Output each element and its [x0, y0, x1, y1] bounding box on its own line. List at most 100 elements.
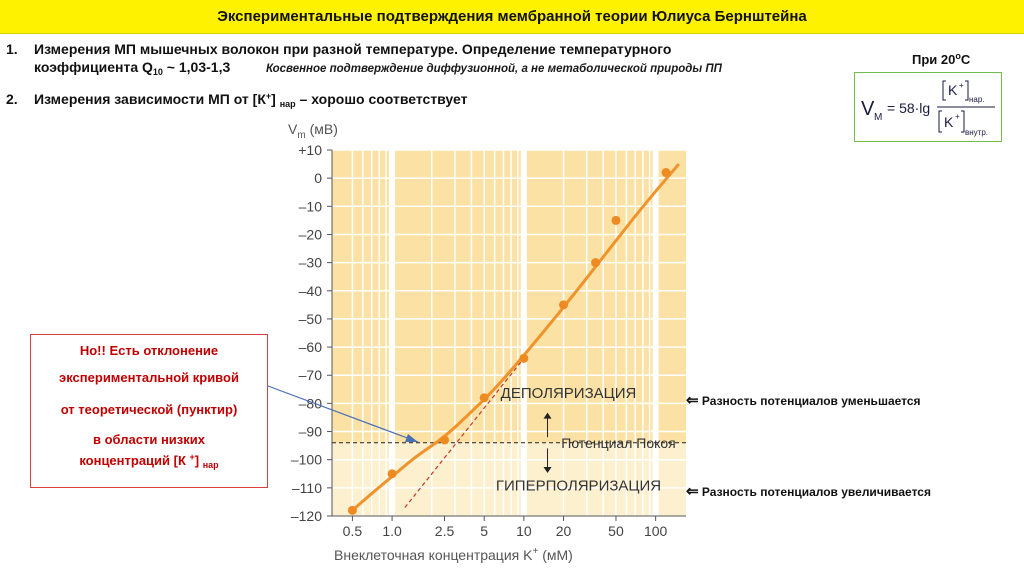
item-2-text: Измерения зависимости МП от [К+] нар – х…	[34, 90, 468, 110]
item-1-number: 1.	[6, 41, 18, 57]
formula-v-sub: M	[874, 112, 882, 123]
formula-v: V	[861, 98, 875, 120]
y-tick-label: –110	[292, 480, 322, 496]
data-point	[559, 300, 569, 310]
x-axis-label-unit: (мМ)	[538, 547, 573, 563]
item-1-line1: Измерения МП мышечных волокон при разной…	[34, 41, 672, 57]
y-axis-label-unit: (мВ)	[306, 121, 338, 137]
depolarization-note-text: Разность потенциалов уменьшается	[701, 394, 921, 408]
hyperpolarization-arrowhead	[543, 466, 552, 473]
title-bar: Экспериментальные подтверждения мембранн…	[0, 0, 1024, 34]
y-tick-label: –100	[291, 452, 322, 468]
y-tick-label: –70	[299, 367, 323, 383]
note-line-1: Но!! Есть отклонение	[79, 343, 219, 358]
formula-bracket-close-top	[965, 80, 969, 101]
item-2-sup: +	[265, 91, 272, 101]
chart-series	[347, 163, 680, 515]
data-point	[440, 435, 450, 445]
y-tick-label: –50	[299, 311, 323, 327]
y-tick-label: 0	[314, 170, 322, 186]
depolarization-label: ДЕПОЛЯРИЗАЦИЯ	[501, 385, 637, 402]
note-last-sub: нар	[202, 460, 219, 470]
nernst-formula: V M = 58·lg K + нар. K + внутр.	[854, 72, 1002, 142]
y-tick-label: –80	[299, 395, 323, 411]
depolarization-arrowhead	[543, 412, 552, 419]
item-2-sub: нар	[279, 99, 296, 109]
y-tick-label: –60	[299, 339, 323, 355]
x-axis-label-sup: +	[532, 546, 538, 557]
item-2-mid: ]	[271, 91, 280, 107]
data-point	[661, 168, 671, 178]
hyperpolarization-note: ⇐ Разность потенциалов увеличивается	[686, 482, 931, 500]
y-tick-label: –30	[299, 255, 323, 271]
note-last-mid: ]	[194, 453, 203, 468]
x-axis-label-main: Внеклеточная концентрация K	[334, 547, 533, 563]
formula-out-sub: нар.	[969, 95, 985, 104]
note-last-prefix: концентраций [К	[79, 453, 190, 468]
temperature-sup: о	[955, 51, 961, 61]
y-tick-label: –120	[291, 508, 322, 524]
item-2-suffix: – хорошо соответствует	[295, 91, 468, 107]
data-point	[387, 469, 397, 479]
item-2-prefix: Измерения зависимости МП от [К	[34, 91, 266, 107]
formula-bracket-open-bottom	[938, 110, 942, 133]
y-tick-label: +10	[298, 142, 322, 158]
item-1-line2: коэффициента Q10 ~ 1,03-1,3	[34, 58, 230, 78]
note-line-3: от теоретической (пунктир)	[60, 402, 238, 417]
x-tick-label: 2.5	[435, 523, 455, 539]
formula-bracket-open-top	[942, 80, 946, 101]
formula-plus-top: +	[959, 81, 964, 90]
plot-background	[332, 150, 686, 516]
data-point	[611, 215, 621, 225]
theoretical-line	[404, 357, 525, 508]
y-tick-label: –40	[299, 283, 323, 299]
item-1-prefix: коэффициента Q	[34, 59, 153, 75]
y-axis-label-sub: m	[297, 130, 305, 141]
data-point	[479, 393, 489, 403]
temperature-text: При 20	[912, 52, 956, 67]
temperature-unit: С	[960, 52, 971, 67]
chart-overlays: ДЕПОЛЯРИЗАЦИЯ Потенциал Покоя ГИПЕРПОЛЯРИЗ…	[332, 385, 686, 495]
hyperpolarization-label: ГИПЕРПОЛЯРИЗАЦИЯ	[496, 478, 661, 495]
formula-k-bottom: K	[944, 114, 954, 130]
chart-axes	[331, 150, 686, 517]
x-tick-label: 1.0	[382, 523, 402, 539]
left-arrow-icon: ⇐	[686, 483, 699, 500]
x-tick-label: 0.5	[343, 523, 363, 539]
data-point	[347, 505, 357, 515]
x-tick-label: 20	[556, 523, 572, 539]
formula-plus-bottom: +	[955, 112, 960, 121]
x-tick-label: 50	[608, 523, 624, 539]
formula-eq: = 58·lg	[887, 100, 930, 116]
note-line-4: в области низких	[93, 432, 205, 447]
note-arrow-line	[267, 385, 419, 443]
item-1-sub: 10	[152, 67, 163, 77]
item-2: 2. Измерения зависимости МП от [К+] нар …	[6, 90, 606, 110]
formula-svg: V M = 58·lg K + нар. K + внутр.	[861, 80, 995, 137]
item-2-number: 2.	[6, 91, 18, 107]
hyperpolarization-note-text: Разность потенциалов увеличивается	[701, 485, 931, 499]
x-axis-label: Внеклеточная концентрация K+ (мМ)	[334, 546, 573, 563]
data-point	[591, 258, 601, 268]
formula-bracket-close-bottom	[961, 110, 965, 133]
experimental-curve	[351, 163, 680, 512]
y-tick-label: –90	[299, 424, 323, 440]
note-arrowhead	[405, 434, 418, 442]
resting-potential-label: Потенциал Покоя	[561, 435, 676, 451]
item-1: 1. Измерения МП мышечных волокон при раз…	[6, 40, 766, 80]
x-tick-label: 10	[516, 523, 532, 539]
y-tick-label: –20	[299, 226, 323, 242]
formula-in-sub: внутр.	[965, 128, 988, 137]
depolarization-note: ⇐ Разность потенциалов уменьшается	[686, 391, 921, 409]
item-1-suffix: ~ 1,03-1,3	[162, 59, 231, 75]
formula-k-top: K	[948, 82, 958, 98]
note-line-5: концентраций [К +] нар	[31, 452, 267, 470]
item-1-note: Косвенное подтверждение диффузионной, а …	[266, 63, 722, 75]
note-line-2: экспериментальной кривой	[59, 370, 239, 385]
y-axis-label: Vm (мВ)	[288, 121, 338, 141]
temperature-label: При 20оС	[912, 51, 971, 67]
y-tick-label: –10	[299, 198, 323, 214]
left-arrow-icon: ⇐	[686, 392, 699, 409]
x-tick-label: 5	[480, 523, 488, 539]
